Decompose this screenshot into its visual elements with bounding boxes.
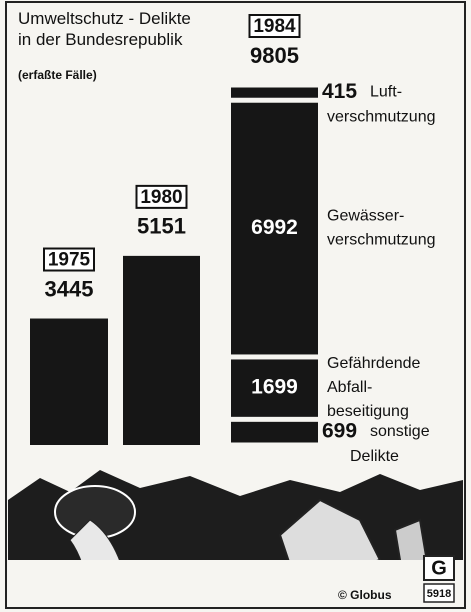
category-label: 1984 — [253, 16, 296, 37]
bar — [123, 256, 200, 445]
chart-subtitle: (erfaßte Fälle) — [18, 68, 97, 82]
value-label: 1699 — [251, 376, 298, 399]
total-label: 9805 — [250, 43, 299, 68]
bar — [30, 319, 108, 445]
value-label: 6992 — [251, 216, 298, 239]
total-label: 5151 — [137, 214, 186, 239]
value-label: 415 — [322, 80, 357, 103]
bar-segment — [231, 88, 318, 98]
total-label: 3445 — [45, 276, 94, 301]
bar-segment — [231, 422, 318, 443]
value-label: 699 — [322, 420, 357, 443]
category-label: 1980 — [140, 187, 182, 208]
logo: G — [431, 557, 447, 579]
category-label: 1975 — [48, 250, 91, 271]
credit: © Globus — [338, 588, 392, 602]
code: 5918 — [427, 588, 451, 600]
chart: Umweltschutz - Deliktein der Bundesrepub… — [0, 0, 471, 612]
ground — [8, 560, 463, 606]
